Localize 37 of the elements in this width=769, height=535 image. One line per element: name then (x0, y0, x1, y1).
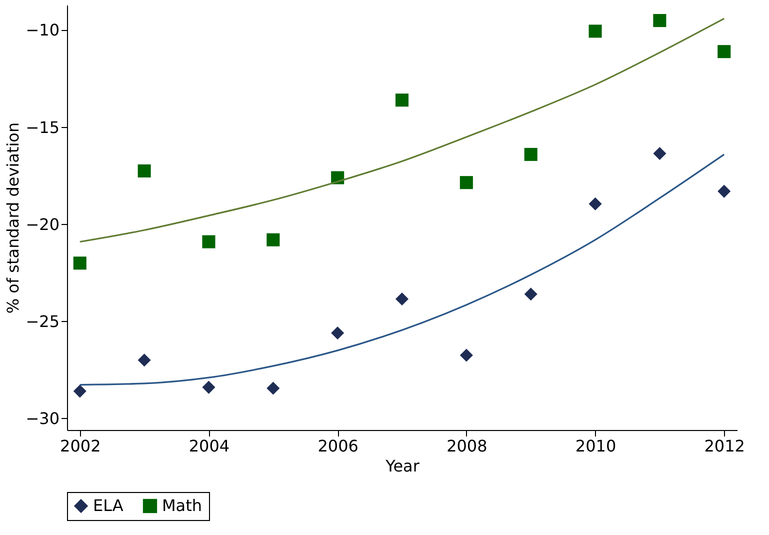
point (331, 326, 344, 340)
point (460, 176, 473, 190)
x-axis-title: Year (384, 456, 420, 476)
legend-label: ELA (93, 496, 124, 515)
x-tick-label: 2010 (575, 436, 616, 456)
point (138, 164, 151, 178)
point (202, 380, 216, 394)
y-tick-label: −10 (26, 20, 60, 40)
point (73, 256, 86, 270)
point (266, 233, 280, 246)
legend-label: Math (162, 496, 202, 515)
point (460, 348, 473, 362)
point (266, 382, 280, 395)
y-tick-label: −20 (26, 214, 60, 234)
line-series (79, 18, 725, 243)
y-tick-label: −25 (26, 312, 60, 331)
x-tick-label: 2012 (704, 436, 745, 456)
y-tick-label: −15 (26, 118, 60, 137)
point (653, 146, 666, 160)
point (73, 384, 86, 398)
y-tick-label: −30 (26, 408, 60, 428)
point (395, 94, 409, 107)
point (202, 235, 216, 248)
point (524, 288, 538, 301)
point (588, 197, 602, 210)
x-tick-label: 2006 (318, 436, 358, 456)
point (395, 292, 409, 306)
point (718, 184, 731, 198)
point (718, 45, 731, 58)
y-axis-title: % of standard deviation (4, 122, 23, 314)
x-tick-label: 2002 (60, 436, 101, 456)
x-tick-label: 2004 (188, 436, 230, 456)
point (588, 24, 602, 38)
point (138, 354, 151, 367)
point (524, 148, 538, 161)
point (653, 14, 666, 28)
x-tick-label: 2008 (446, 436, 488, 456)
